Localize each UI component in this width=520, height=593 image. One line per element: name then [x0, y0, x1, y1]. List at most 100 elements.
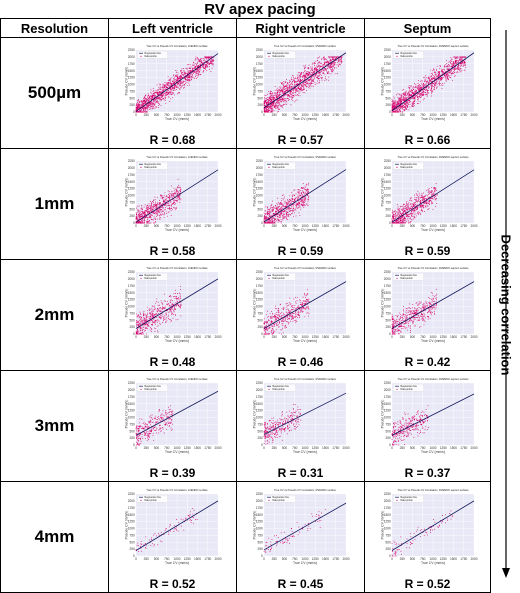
data-point [211, 60, 212, 61]
data-point [396, 108, 397, 109]
data-point [283, 105, 284, 106]
data-point [298, 90, 299, 91]
data-point [192, 77, 193, 78]
data-point [277, 93, 278, 94]
data-point [333, 59, 334, 60]
data-point [401, 98, 402, 99]
data-point [435, 74, 436, 75]
data-point [287, 87, 288, 88]
data-point [333, 66, 334, 67]
data-point [204, 60, 205, 61]
data-point [316, 70, 317, 71]
data-point [280, 91, 281, 92]
data-point [210, 56, 211, 57]
data-point [457, 71, 458, 72]
data-point [165, 82, 166, 83]
data-point [288, 94, 289, 95]
data-point [168, 93, 169, 94]
data-point [184, 87, 185, 88]
legend-point-swatch [140, 56, 141, 57]
data-point [395, 106, 396, 107]
data-point [434, 76, 435, 77]
data-point [158, 90, 159, 91]
data-point [272, 92, 273, 93]
data-point [165, 97, 166, 98]
data-point [144, 107, 145, 108]
data-point [306, 90, 307, 91]
data-point [146, 100, 147, 101]
data-point [424, 80, 425, 81]
data-point [197, 73, 198, 74]
data-point [197, 69, 198, 70]
data-point [447, 68, 448, 69]
data-point [396, 104, 397, 105]
data-point [273, 96, 274, 97]
data-point [321, 63, 322, 64]
data-point [328, 67, 329, 68]
data-point [153, 103, 154, 104]
data-point [170, 81, 171, 82]
data-point [147, 108, 148, 109]
data-point [143, 110, 144, 111]
data-point [329, 62, 330, 63]
data-point [336, 60, 337, 61]
data-point [431, 76, 432, 77]
data-point [416, 91, 417, 92]
data-point [266, 108, 267, 109]
data-point [138, 108, 139, 109]
data-point [202, 67, 203, 68]
data-point [330, 66, 331, 67]
data-point [178, 92, 179, 93]
data-point [153, 88, 154, 89]
data-point [204, 58, 205, 59]
data-point [393, 112, 394, 113]
data-point [331, 69, 332, 70]
data-point [278, 90, 279, 91]
data-point [190, 68, 191, 69]
data-point [177, 93, 178, 94]
data-point [428, 88, 429, 89]
data-point [189, 75, 190, 76]
data-point [332, 69, 333, 70]
data-point [168, 203, 169, 204]
data-point [276, 105, 277, 106]
data-point [453, 69, 454, 70]
data-point [423, 99, 424, 100]
data-point [444, 83, 445, 84]
data-point [412, 88, 413, 89]
data-point [167, 208, 168, 209]
data-point [437, 86, 438, 87]
data-point [411, 92, 412, 93]
data-point [154, 208, 155, 209]
data-point [194, 71, 195, 72]
data-point [138, 211, 139, 212]
data-point [163, 200, 164, 201]
data-point [405, 95, 406, 96]
data-point [158, 204, 159, 205]
data-point [335, 57, 336, 58]
data-point [288, 90, 289, 91]
data-point [437, 84, 438, 85]
data-point [166, 196, 167, 197]
data-point [141, 216, 142, 217]
data-point [186, 73, 187, 74]
data-point [285, 88, 286, 89]
data-point [142, 108, 143, 109]
data-point [397, 93, 398, 94]
data-point [272, 105, 273, 106]
data-point [414, 105, 415, 106]
data-point [270, 93, 271, 94]
data-point [401, 96, 402, 97]
data-point [160, 204, 161, 205]
data-point [153, 104, 154, 105]
data-point [158, 107, 159, 108]
data-point [317, 81, 318, 82]
data-point [331, 64, 332, 65]
data-point [402, 96, 403, 97]
data-point [326, 61, 327, 62]
data-point [448, 62, 449, 63]
data-point [162, 86, 163, 87]
y-tick-label: 1250 [128, 187, 135, 191]
data-point [139, 102, 140, 103]
data-point [289, 86, 290, 87]
